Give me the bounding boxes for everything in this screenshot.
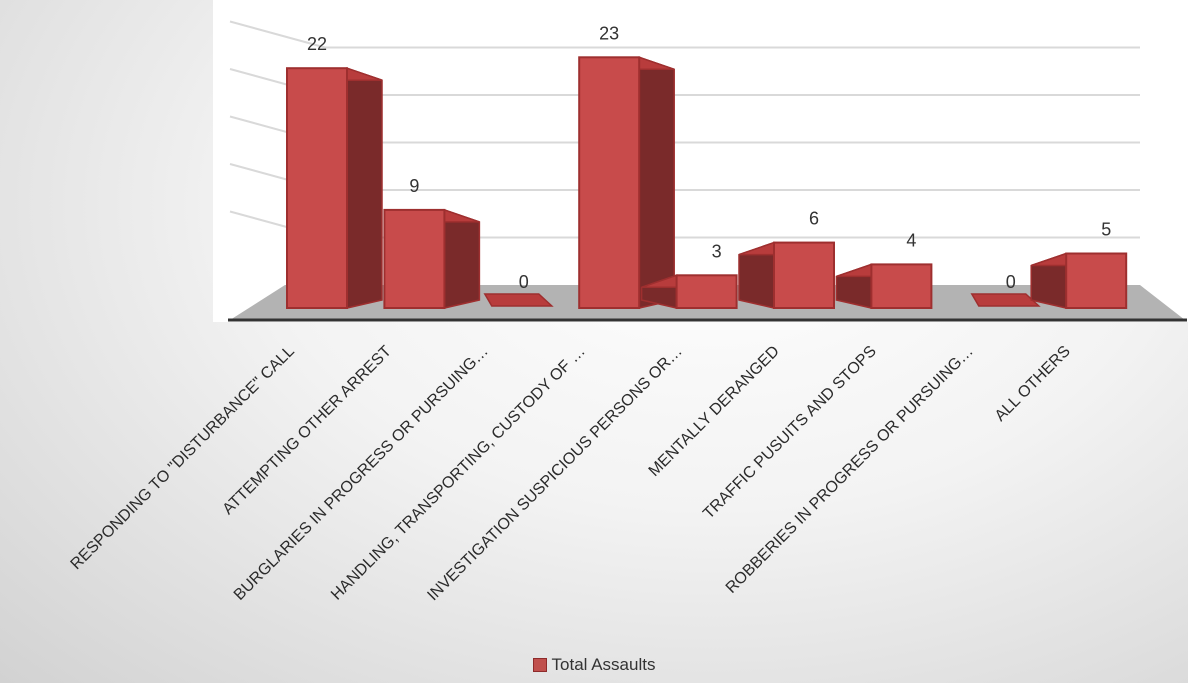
bar — [578, 56, 675, 309]
bar — [970, 293, 1041, 307]
legend-swatch — [532, 658, 547, 672]
bar-front — [675, 274, 738, 309]
data-labels: 22 9 0 23 3 6 4 0 5 — [307, 23, 1111, 292]
bar — [1030, 252, 1128, 309]
bar-front — [773, 241, 835, 310]
gridline-side — [229, 20, 326, 49]
bar-side — [346, 67, 383, 309]
x-tick-label: ALL OTHERS — [992, 343, 1074, 425]
x-tick-label: RESPONDING TO "DISTURBANCE" CALL — [68, 343, 298, 573]
data-label: 23 — [599, 23, 619, 43]
bar-flat — [970, 293, 1041, 307]
data-label: 22 — [307, 34, 327, 54]
bar-side — [638, 56, 675, 309]
bar-front — [1065, 252, 1128, 309]
data-label: 6 — [809, 209, 819, 229]
data-label: 9 — [409, 176, 419, 196]
x-tick-labels: RESPONDING TO "DISTURBANCE" CALLATTEMPTI… — [68, 343, 1074, 605]
bar-flat — [483, 293, 554, 307]
bars — [286, 56, 1128, 310]
bar-front — [870, 263, 933, 309]
bar-front — [578, 56, 641, 309]
data-label: 4 — [906, 230, 916, 250]
legend-label: Total Assaults — [551, 655, 656, 674]
data-label: 0 — [519, 272, 529, 292]
x-tick-label: ATTEMPTING OTHER ARREST — [220, 343, 395, 518]
legend: Total Assaults — [0, 655, 1188, 675]
x-tick-label: TRAFFIC PUSUITS AND STOPS — [700, 343, 880, 523]
bar — [383, 208, 481, 309]
bar — [738, 241, 835, 310]
bar-front — [383, 208, 446, 309]
data-label: 5 — [1101, 220, 1111, 240]
data-label: 3 — [712, 241, 722, 261]
bar-side — [443, 208, 481, 309]
data-label: 0 — [1006, 272, 1016, 292]
bar — [835, 263, 933, 309]
bar — [286, 67, 383, 309]
bar — [640, 274, 738, 309]
bar — [483, 293, 554, 307]
bar-front — [286, 67, 348, 309]
